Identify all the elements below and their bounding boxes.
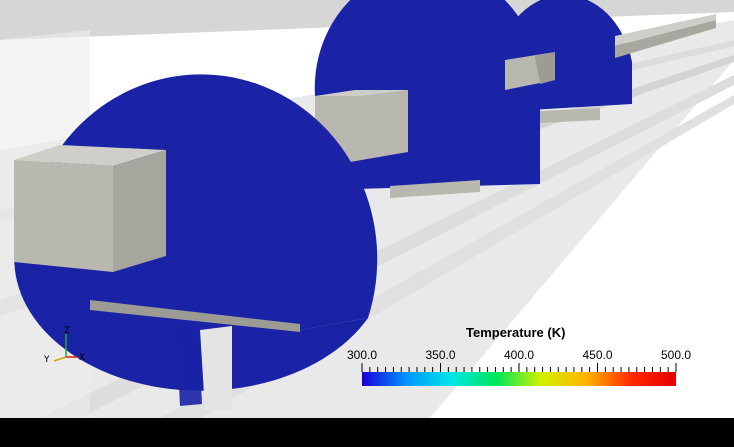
colorbar-tick-label: 350.0 — [425, 348, 456, 362]
fin-plate — [176, 326, 202, 406]
colorbar-title: Temperature (K) — [466, 325, 566, 340]
block-top — [14, 145, 166, 166]
y-axis-line — [53, 356, 67, 362]
y-axis-label: Y — [43, 355, 50, 365]
colorbar-tick-label: 450.0 — [582, 348, 613, 362]
colorbar-gradient — [362, 372, 676, 386]
orientation-axes: Z X Y — [43, 326, 85, 365]
colorbar-tick-label: 500.0 — [660, 348, 692, 362]
colorbar-tick-label: 300.0 — [346, 348, 378, 362]
block-front — [14, 160, 113, 272]
cylinder-section-1-lower — [14, 200, 369, 391]
support-2 — [390, 180, 480, 198]
support-1 — [90, 300, 300, 332]
channel-mid-face — [535, 52, 555, 84]
channel-far-top — [615, 14, 716, 46]
bottom-bar — [0, 418, 734, 447]
x-axis-label: X — [79, 353, 85, 363]
channel-far-face — [615, 20, 716, 58]
colorbar-tick-label: 400.0 — [503, 348, 535, 362]
channel-near-mid-top — [315, 90, 408, 96]
block-side — [113, 150, 166, 272]
fin-support — [200, 326, 232, 410]
colorbar-ticks — [361, 363, 677, 372]
z-axis-label: Z — [64, 326, 70, 336]
